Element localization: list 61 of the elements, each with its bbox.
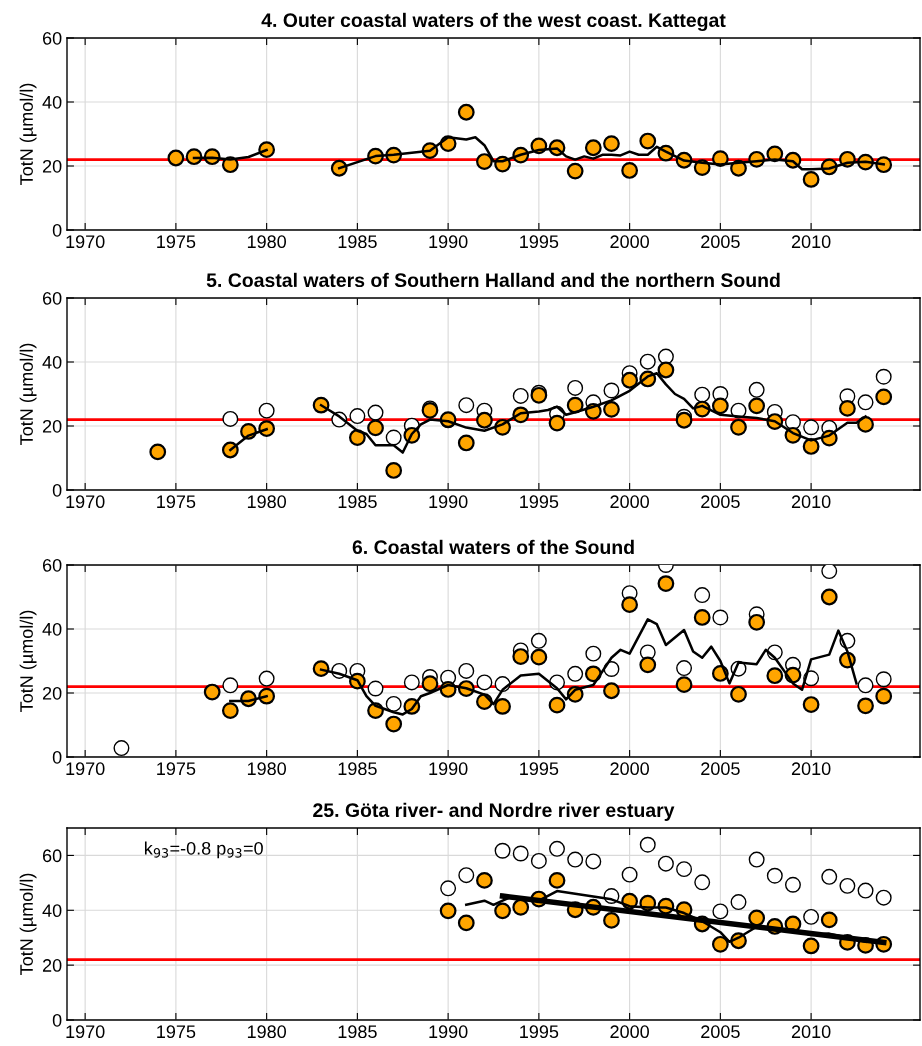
y-tick-label: 0 — [52, 483, 62, 497]
x-tick-label: 1980 — [247, 495, 287, 509]
y-tick-label: 40 — [42, 95, 62, 109]
x-tick-label: 1995 — [520, 762, 559, 776]
x-tick-label: 1970 — [66, 1025, 105, 1039]
x-tick-label: 1980 — [247, 1025, 287, 1039]
x-tick-label: 1990 — [429, 235, 468, 249]
x-tick-label: 1970 — [66, 495, 105, 509]
y-tick-label: 20 — [42, 159, 62, 173]
x-tick-label: 2010 — [791, 1025, 831, 1039]
y-axis-title: TotN (µmol/l) — [19, 83, 37, 185]
x-tick-label: 1990 — [429, 762, 468, 776]
x-tick-label: 1995 — [520, 235, 559, 249]
x-tick-label: 1990 — [429, 495, 468, 509]
chart-title: 6. Coastal waters of the Sound — [352, 539, 634, 555]
x-tick-label: 1980 — [247, 235, 287, 249]
y-tick-label: 0 — [52, 223, 62, 237]
y-tick-label: 40 — [42, 904, 62, 918]
x-tick-label: 2000 — [610, 762, 649, 776]
x-tick-label: 1995 — [520, 495, 559, 509]
x-tick-label: 2005 — [701, 1025, 740, 1039]
x-tick-label: 1975 — [157, 495, 196, 509]
x-tick-label: 2000 — [610, 1025, 649, 1039]
x-tick-label: 1985 — [338, 495, 377, 509]
x-tick-label: 1995 — [520, 1025, 559, 1039]
chart-title: 4. Outer coastal waters of the west coast. Kattegat — [261, 12, 726, 32]
y-axis-title: TotN (µmol/l) — [19, 610, 37, 712]
chart-title: 25. Göta river- and Nordre river estuary — [313, 802, 675, 821]
y-tick-label: 60 — [42, 31, 62, 45]
y-tick-label: 40 — [42, 622, 62, 636]
y-tick-label: 60 — [42, 291, 62, 305]
x-tick-label: 2005 — [701, 495, 740, 509]
x-tick-label: 2000 — [610, 235, 649, 249]
y-tick-label: 40 — [42, 355, 62, 369]
y-axis-title: TotN (µmol/l) — [19, 343, 37, 445]
chart-title: 5. Coastal waters of Southern Halland and the northern Sound — [206, 272, 780, 288]
x-tick-label: 2010 — [791, 235, 831, 249]
x-tick-label: 1980 — [247, 762, 287, 776]
x-tick-label: 2005 — [701, 762, 740, 776]
y-tick-label: 0 — [52, 750, 62, 764]
y-tick-label: 20 — [42, 959, 62, 972]
y-axis-title: TotN (µmol/l) — [19, 873, 37, 975]
x-tick-label: 1975 — [157, 1025, 196, 1039]
y-tick-label: 20 — [42, 419, 62, 433]
x-tick-label: 1970 — [66, 762, 105, 776]
y-tick-label: 20 — [42, 686, 62, 700]
x-tick-label: 1970 — [66, 235, 105, 249]
x-tick-label: 2010 — [791, 762, 831, 776]
y-tick-label: 60 — [42, 558, 62, 572]
y-tick-label: 0 — [52, 1013, 62, 1027]
x-tick-label: 2000 — [610, 495, 649, 509]
x-tick-label: 1975 — [157, 762, 196, 776]
x-tick-label: 1985 — [338, 1025, 377, 1039]
x-tick-label: 1985 — [338, 235, 377, 249]
annotation: k$_{93}$=-0.8 p$_{93}$=0 — [144, 841, 263, 859]
x-tick-label: 1990 — [429, 1025, 468, 1039]
x-tick-label: 1975 — [157, 235, 196, 249]
y-tick-label: 60 — [42, 849, 62, 863]
x-tick-label: 1985 — [338, 762, 377, 776]
x-tick-label: 2005 — [701, 235, 740, 249]
x-tick-label: 2010 — [791, 495, 831, 509]
